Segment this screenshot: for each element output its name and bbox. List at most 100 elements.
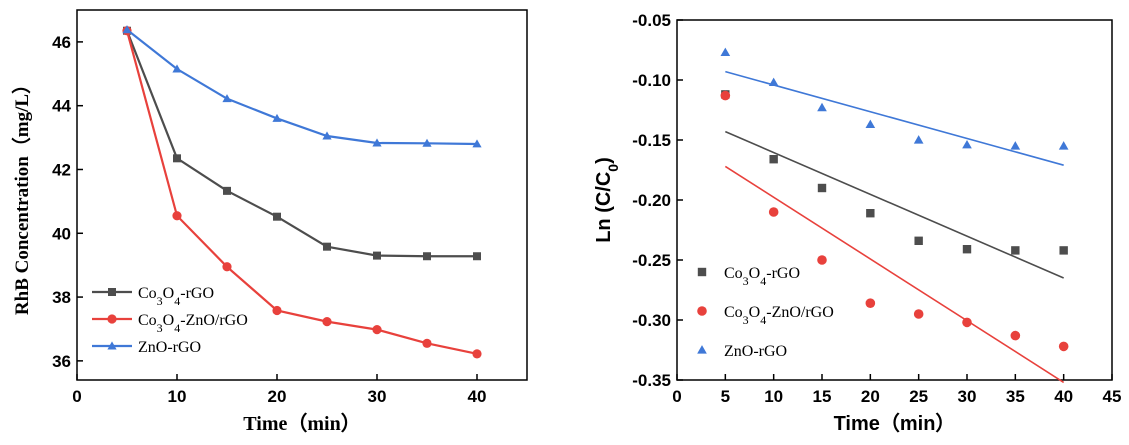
right-axes: 0 5 10 15 20 25 30 35 40 45 -0.05 -0.10 -0.15 -0.20 -0… — [632, 11, 1121, 406]
left-plot-frame — [76, 9, 528, 381]
legend-label-part: Co — [138, 312, 157, 329]
x-tick-label: 20 — [268, 387, 287, 406]
fit-line — [725, 70, 1064, 166]
data-point — [962, 245, 972, 254]
right-plot-content — [720, 47, 1069, 384]
legend-label-part: -rGO — [766, 265, 800, 282]
y-tick-label: 44 — [52, 97, 71, 116]
data-point — [272, 305, 282, 316]
data-point — [817, 183, 827, 193]
data-point — [865, 119, 876, 129]
data-point — [1059, 246, 1068, 255]
legend-swatch-marker — [697, 306, 707, 316]
x-tick-label: 20 — [861, 387, 880, 406]
data-point — [1011, 246, 1020, 255]
legend-label-part: 4 — [174, 294, 180, 308]
data-point — [372, 325, 382, 335]
x-tick-label: 40 — [1054, 387, 1073, 406]
x-tick-label: 30 — [368, 387, 387, 406]
data-point — [422, 338, 432, 348]
data-point — [720, 90, 731, 101]
legend-label-part: 3 — [743, 313, 749, 327]
x-tick-label: 40 — [468, 387, 487, 406]
legend-item: ZnO-rGO — [92, 339, 201, 356]
x-tick-label: 5 — [721, 387, 730, 406]
data-point — [372, 138, 382, 147]
data-point — [272, 113, 282, 122]
legend-label-part: 4 — [760, 274, 766, 288]
x-tick-label: 0 — [672, 387, 681, 406]
legend-label: ZnO-rGO — [724, 343, 787, 360]
right-x-axis-label: Time（min） — [834, 412, 956, 435]
legend-label-part: O — [749, 265, 761, 282]
y-tick-label: 38 — [52, 288, 71, 307]
left-plot-content — [122, 25, 482, 359]
legend-label-part: 3 — [157, 294, 163, 308]
series-zno-rgo — [720, 47, 1069, 166]
data-point — [172, 211, 182, 221]
legend-label-part: -ZnO/rGO — [180, 312, 248, 329]
ln-chart: 0 5 10 15 20 25 30 35 40 45-0.05-0.10-0.15-0.20-0… — [593, 11, 1121, 435]
data-point — [222, 94, 232, 103]
y-tick-label: -0.30 — [632, 311, 671, 330]
x-tick-label: 45 — [1103, 387, 1122, 406]
right-y-axis-label-main: Ln (C/C — [593, 172, 615, 243]
legend-label-part: ZnO-rGO — [724, 343, 787, 360]
data-point — [768, 77, 779, 87]
legend-item: Co3O4-ZnO/rGO — [92, 312, 248, 335]
legend-item: Co3O4-ZnO/rGO — [697, 304, 834, 327]
data-point — [422, 138, 432, 147]
data-point — [122, 25, 132, 34]
legend-item: ZnO-rGO — [697, 343, 787, 360]
left-y-axis-label: RhB Concentration（mg/L） — [10, 75, 33, 315]
y-tick-label: 46 — [52, 33, 71, 52]
y-tick-label: -0.05 — [632, 11, 671, 30]
data-point — [323, 242, 331, 251]
right-y-axis-label-sub: 0 — [605, 164, 621, 172]
x-tick-label: 15 — [813, 387, 832, 406]
legend-swatch-marker — [697, 267, 707, 277]
series-zno-rgo — [122, 25, 482, 148]
legend-label-part: Co — [724, 265, 743, 282]
y-tick-label: 40 — [52, 224, 71, 243]
legend-label-part: 3 — [157, 321, 163, 335]
data-point — [473, 252, 481, 261]
data-point — [1058, 141, 1069, 150]
legend-label-part: O — [163, 285, 175, 302]
data-point — [223, 186, 231, 195]
data-point — [913, 309, 924, 319]
legend-label-part: 4 — [760, 313, 766, 327]
data-point — [273, 212, 281, 221]
data-point — [472, 139, 482, 148]
legend-label-part: O — [749, 304, 761, 321]
x-tick-label: 10 — [764, 387, 783, 406]
legend-label-part: 4 — [174, 321, 180, 335]
series-line — [126, 28, 478, 146]
legend-label: Co3O4-ZnO/rGO — [724, 304, 834, 327]
data-point — [769, 155, 778, 164]
left-x-axis-label: Time（min） — [243, 412, 360, 435]
legend-item: Co3O4-rGO — [697, 265, 800, 288]
y-tick-label: -0.35 — [632, 371, 671, 390]
y-tick-label: -0.20 — [632, 191, 671, 210]
right-y-axis-label: Ln (C/C0) — [593, 157, 621, 243]
series-line — [125, 30, 477, 258]
legend-label: Co3O4-rGO — [724, 265, 800, 288]
legend-item: Co3O4-rGO — [92, 285, 214, 308]
legend-label-part: -rGO — [180, 285, 214, 302]
data-point — [768, 207, 779, 217]
legend-swatch-marker — [108, 288, 116, 296]
data-point — [322, 131, 332, 140]
data-point — [1010, 141, 1021, 150]
x-tick-label: 10 — [168, 387, 187, 406]
legend-swatch-marker — [697, 345, 707, 354]
y-tick-label: 42 — [52, 160, 71, 179]
data-point — [720, 47, 731, 57]
x-tick-label: 35 — [1006, 387, 1025, 406]
data-point — [1010, 330, 1021, 341]
data-point — [222, 262, 232, 272]
legend-swatch-marker — [107, 341, 117, 350]
